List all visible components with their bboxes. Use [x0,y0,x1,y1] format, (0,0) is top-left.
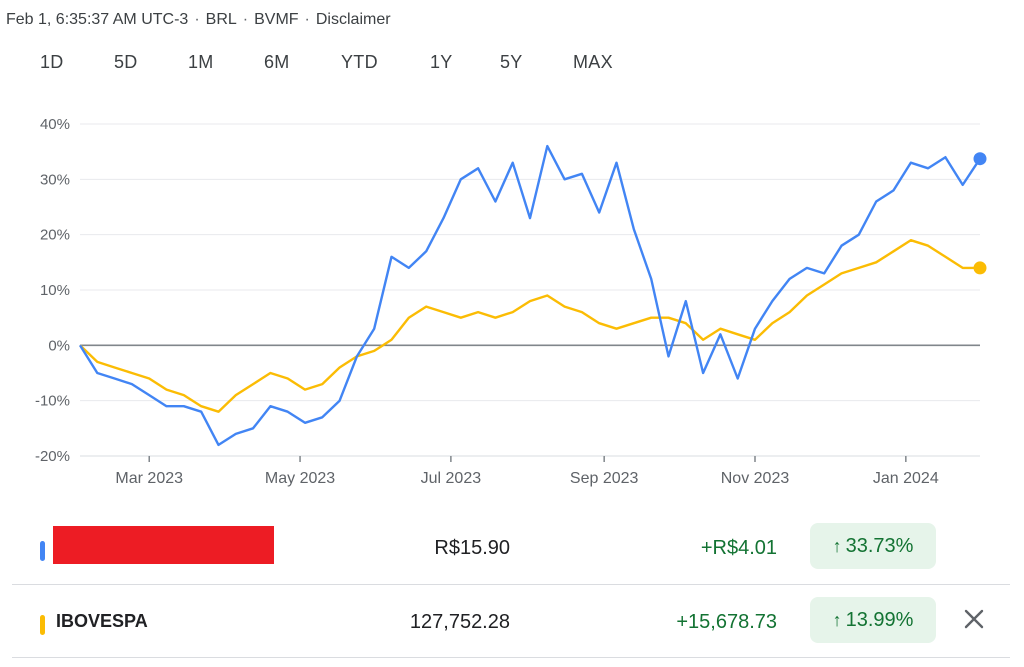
range-tab-max[interactable]: MAX [573,52,613,72]
x-tick-label: Mar 2023 [115,470,183,487]
y-tick-label: 10% [40,282,70,299]
range-tab-6m[interactable]: 6M [264,52,290,72]
row-percent-badge: ↑ 13.99% [810,597,936,643]
series-endpoint-ibovespa [973,261,987,275]
series-color-swatch [40,615,45,635]
comparison-chart[interactable]: 40% 30% 20% 10% 0% -10% -20% Mar 2023 May 2023 J… [0,96,1024,501]
row-name: IBOVESPA [56,611,148,631]
series-line-primary [78,144,982,447]
y-tick-label: 20% [40,227,70,244]
row-divider [12,657,1010,658]
row-percent-badge: ↑ 33.73% [810,523,936,569]
range-tabs: 1D 5D 1M 6M YTD 1Y 5Y MAX [0,52,680,86]
disclaimer-link[interactable]: Disclaimer [315,11,391,28]
y-axis: 40% 30% 20% 10% 0% -10% -20% [35,116,70,465]
x-tick-label: Nov 2023 [721,470,790,487]
chart-series [78,144,987,447]
row-percent: 33.73% [845,534,914,557]
row-percent: 13.99% [845,608,914,631]
currency: BRL [205,11,237,28]
y-tick-label: -10% [35,393,70,410]
y-tick-label: 0% [48,337,70,354]
x-tick-label: Sep 2023 [570,470,639,487]
redacted-name-block [53,526,274,564]
range-tab-ytd[interactable]: YTD [341,52,378,72]
row-divider [12,584,1010,585]
range-tab-5d[interactable]: 5D [114,52,138,72]
exchange: BVMF [254,11,299,28]
y-tick-label: 40% [40,116,70,133]
row-change: +R$4.01 [700,537,777,559]
row-price: R$15.90 [434,537,510,559]
range-tab-1d[interactable]: 1D [40,52,64,72]
x-tick-label: Jan 2024 [873,470,939,487]
x-tick-label: May 2023 [265,470,335,487]
row-change: +15,678.73 [676,611,777,633]
arrow-up-icon: ↑ [832,535,842,556]
comparison-row-primary[interactable]: R$15.90 +R$4.01 ↑ 33.73% [0,523,1010,593]
range-tab-5y[interactable]: 5Y [500,52,523,72]
remove-comparison-close-icon[interactable] [960,605,988,633]
y-tick-label: -20% [35,448,70,465]
arrow-up-icon: ↑ [832,609,842,630]
quote-meta: Feb 1, 6:35:37 AM UTC-3 · BRL · BVMF · Disclai… [6,11,391,28]
chart-gridlines [80,123,980,457]
comparison-row-ibovespa[interactable]: IBOVESPA 127,752.28 +15,678.73 ↑ 13.99% [0,597,1010,667]
timestamp: Feb 1, 6:35:37 AM UTC-3 [6,11,189,28]
range-tab-1m[interactable]: 1M [188,52,214,72]
y-tick-label: 30% [40,171,70,188]
series-endpoint-primary [973,152,987,166]
series-line-ibovespa [79,238,980,413]
series-color-swatch [40,541,45,561]
x-tick-label: Jul 2023 [421,470,482,487]
range-tab-1y[interactable]: 1Y [430,52,453,72]
row-price: 127,752.28 [409,611,510,633]
x-axis: Mar 2023 May 2023 Jul 2023 Sep 2023 Nov 2023… [80,455,980,487]
